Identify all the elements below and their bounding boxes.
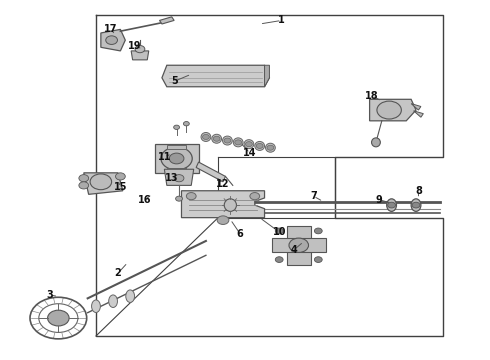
Text: 6: 6 <box>237 229 244 239</box>
Circle shape <box>315 257 322 262</box>
Circle shape <box>245 141 252 147</box>
Polygon shape <box>167 145 186 149</box>
Polygon shape <box>162 65 270 87</box>
Polygon shape <box>164 169 194 185</box>
Polygon shape <box>155 144 198 173</box>
Circle shape <box>412 202 420 208</box>
Ellipse shape <box>371 138 380 147</box>
Text: 11: 11 <box>158 152 171 162</box>
Circle shape <box>90 174 112 190</box>
Text: 17: 17 <box>104 24 118 35</box>
Text: 9: 9 <box>376 195 383 205</box>
Circle shape <box>315 228 322 234</box>
Circle shape <box>217 216 229 225</box>
Circle shape <box>275 228 283 234</box>
Ellipse shape <box>212 134 221 143</box>
Text: 3: 3 <box>46 290 53 300</box>
Ellipse shape <box>92 300 100 312</box>
Ellipse shape <box>126 290 135 302</box>
Circle shape <box>202 134 209 139</box>
Text: 19: 19 <box>128 41 142 50</box>
Circle shape <box>173 125 179 130</box>
Circle shape <box>186 193 196 200</box>
Circle shape <box>79 182 89 189</box>
Polygon shape <box>369 99 416 121</box>
Ellipse shape <box>222 136 232 145</box>
Ellipse shape <box>411 199 421 211</box>
Polygon shape <box>181 191 265 218</box>
Text: 5: 5 <box>171 76 177 86</box>
Text: 16: 16 <box>138 195 151 205</box>
Text: 10: 10 <box>272 227 286 237</box>
Circle shape <box>175 196 182 201</box>
Circle shape <box>388 202 395 208</box>
Ellipse shape <box>255 141 265 150</box>
Circle shape <box>169 153 184 164</box>
Polygon shape <box>411 104 421 110</box>
Circle shape <box>267 145 274 150</box>
Polygon shape <box>131 51 149 60</box>
Ellipse shape <box>266 143 275 152</box>
Circle shape <box>377 101 401 119</box>
Polygon shape <box>196 162 225 182</box>
Text: 15: 15 <box>114 182 127 192</box>
Text: 14: 14 <box>243 148 257 158</box>
Polygon shape <box>101 30 125 51</box>
Ellipse shape <box>201 132 211 141</box>
Circle shape <box>174 175 184 182</box>
Polygon shape <box>287 226 311 265</box>
Circle shape <box>183 122 189 126</box>
Circle shape <box>224 138 231 143</box>
Circle shape <box>106 36 118 44</box>
Ellipse shape <box>387 199 396 211</box>
Polygon shape <box>84 173 123 194</box>
Polygon shape <box>272 238 326 252</box>
Ellipse shape <box>233 138 243 147</box>
Polygon shape <box>159 17 174 24</box>
Text: 18: 18 <box>365 91 379 101</box>
Circle shape <box>161 147 192 170</box>
Text: 12: 12 <box>216 179 230 189</box>
Circle shape <box>213 136 220 141</box>
Text: 2: 2 <box>115 268 122 278</box>
Circle shape <box>235 140 242 145</box>
Circle shape <box>79 175 89 182</box>
Text: 13: 13 <box>165 173 178 183</box>
Circle shape <box>135 45 145 53</box>
Circle shape <box>116 173 125 180</box>
Polygon shape <box>167 168 186 172</box>
Circle shape <box>256 143 263 148</box>
Ellipse shape <box>109 295 118 307</box>
Ellipse shape <box>244 140 254 149</box>
Polygon shape <box>265 65 270 87</box>
Text: 7: 7 <box>310 191 317 201</box>
Circle shape <box>289 238 309 252</box>
Circle shape <box>250 193 260 200</box>
Circle shape <box>275 257 283 262</box>
Circle shape <box>48 310 69 326</box>
Text: 1: 1 <box>278 15 285 26</box>
Polygon shape <box>414 111 423 117</box>
Text: 8: 8 <box>415 186 422 196</box>
Ellipse shape <box>224 199 237 211</box>
Text: 4: 4 <box>291 245 297 255</box>
